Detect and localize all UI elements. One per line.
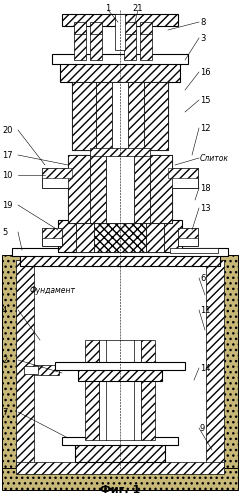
- Bar: [2, 468, 238, 490]
- Bar: [90, 148, 150, 156]
- Text: 17: 17: [2, 150, 13, 159]
- Text: 18: 18: [200, 183, 211, 193]
- Bar: [178, 228, 198, 246]
- Bar: [168, 168, 198, 178]
- Bar: [55, 362, 185, 370]
- Text: 11: 11: [200, 305, 210, 315]
- Text: 21: 21: [133, 3, 143, 12]
- Bar: [52, 54, 188, 64]
- Bar: [42, 228, 62, 246]
- Bar: [140, 22, 152, 34]
- Bar: [42, 228, 62, 238]
- Text: Фиг. 1: Фиг. 1: [100, 485, 140, 495]
- Bar: [170, 248, 218, 253]
- Text: 16: 16: [200, 68, 211, 77]
- Bar: [146, 220, 164, 252]
- Bar: [213, 255, 238, 483]
- Text: 10: 10: [2, 170, 12, 179]
- Bar: [140, 32, 152, 60]
- Bar: [34, 365, 59, 375]
- Text: 15: 15: [200, 96, 210, 105]
- Bar: [124, 32, 136, 60]
- Text: 9: 9: [200, 423, 205, 432]
- Bar: [76, 220, 164, 252]
- Bar: [206, 260, 224, 468]
- Bar: [72, 82, 96, 150]
- Bar: [99, 340, 141, 440]
- Bar: [150, 155, 172, 223]
- Text: Фундамент: Фундамент: [30, 285, 76, 294]
- Bar: [124, 22, 136, 34]
- Bar: [42, 168, 72, 178]
- Text: 2: 2: [2, 356, 7, 365]
- Text: 13: 13: [200, 204, 211, 213]
- Bar: [76, 220, 94, 252]
- Text: 1: 1: [105, 3, 111, 12]
- Text: 20: 20: [2, 125, 12, 134]
- Text: 8: 8: [200, 17, 205, 26]
- Bar: [85, 340, 99, 440]
- Text: 14: 14: [200, 364, 210, 373]
- Bar: [128, 82, 144, 150]
- Bar: [106, 155, 134, 223]
- Bar: [42, 168, 72, 188]
- Bar: [74, 22, 86, 34]
- Bar: [68, 155, 90, 223]
- Bar: [16, 462, 224, 474]
- Text: 5: 5: [2, 228, 7, 237]
- Bar: [58, 220, 182, 252]
- Bar: [84, 160, 96, 252]
- Text: 3: 3: [200, 33, 205, 42]
- Bar: [134, 155, 150, 223]
- Bar: [144, 160, 156, 252]
- Bar: [90, 155, 106, 223]
- Bar: [90, 32, 102, 60]
- Bar: [78, 365, 162, 381]
- Bar: [96, 82, 112, 150]
- Bar: [141, 340, 155, 440]
- Bar: [144, 82, 168, 150]
- Bar: [12, 248, 228, 256]
- Bar: [90, 22, 102, 34]
- Bar: [75, 440, 165, 462]
- Bar: [20, 252, 220, 266]
- Bar: [72, 82, 168, 150]
- Text: Слиток: Слиток: [200, 153, 229, 162]
- Bar: [24, 366, 38, 374]
- Bar: [16, 260, 34, 468]
- Bar: [62, 14, 178, 26]
- Text: 6: 6: [200, 273, 205, 282]
- Text: 7: 7: [2, 407, 7, 416]
- Bar: [60, 58, 180, 82]
- Text: 12: 12: [200, 124, 210, 132]
- Bar: [94, 220, 146, 252]
- Bar: [178, 228, 198, 238]
- Bar: [112, 82, 128, 150]
- Bar: [115, 14, 125, 50]
- Bar: [68, 155, 172, 223]
- Text: 19: 19: [2, 201, 12, 210]
- Text: 4: 4: [2, 305, 7, 315]
- Bar: [2, 255, 27, 483]
- Bar: [168, 168, 198, 188]
- Bar: [74, 32, 86, 60]
- Bar: [62, 437, 178, 445]
